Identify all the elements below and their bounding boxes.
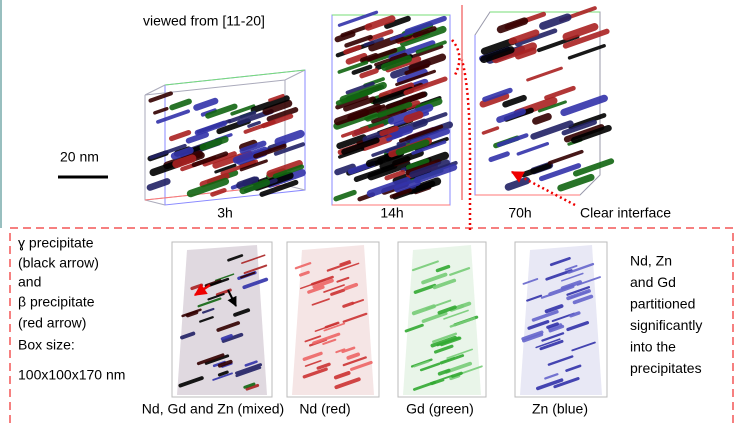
note: and xyxy=(18,274,41,290)
precipitate xyxy=(278,134,300,142)
precipitate xyxy=(546,88,573,97)
note: significantly xyxy=(630,317,702,333)
note: Box size: xyxy=(18,337,75,353)
connector xyxy=(452,40,470,230)
precipitate xyxy=(505,98,523,104)
precipitate xyxy=(176,158,192,164)
precipitate xyxy=(212,190,224,194)
precipitate xyxy=(197,101,216,107)
precipitate xyxy=(570,46,605,58)
precipitate xyxy=(338,34,353,39)
precipitate xyxy=(362,71,376,76)
time-label: 3h xyxy=(217,205,233,221)
precipitate xyxy=(543,17,568,26)
element-maps xyxy=(172,242,607,397)
precipitate xyxy=(407,115,419,119)
scale-label: 20 nm xyxy=(60,149,99,165)
precipitate xyxy=(561,177,591,188)
precipitate xyxy=(189,135,206,141)
precipitates xyxy=(150,8,611,199)
precipitate xyxy=(483,128,497,133)
note: ɣ precipitate xyxy=(18,235,94,251)
note: partitioned xyxy=(630,296,695,312)
precipitate xyxy=(203,139,225,147)
precipitate xyxy=(158,111,188,122)
precipitate xyxy=(405,95,423,101)
map-volume xyxy=(292,245,374,395)
note: (red arrow) xyxy=(18,315,86,331)
precipitate xyxy=(518,144,547,154)
note: 100x100x170 nm xyxy=(18,367,125,383)
precipitate xyxy=(499,112,522,120)
panel-label: Zn (blue) xyxy=(532,401,588,417)
precipitate xyxy=(536,117,548,121)
panel-label: Gd (green) xyxy=(406,401,474,417)
note: and Gd xyxy=(630,274,676,290)
precipitate xyxy=(491,154,507,160)
precipitate xyxy=(576,161,611,173)
precipitate xyxy=(499,135,526,145)
panel-label: Nd (red) xyxy=(299,401,350,417)
detail-region xyxy=(10,228,733,426)
precipitate xyxy=(528,68,562,80)
note: precipitates xyxy=(630,360,702,376)
time-label: 70h xyxy=(508,205,531,221)
note: into the xyxy=(630,339,676,355)
precipitate xyxy=(564,98,604,112)
annotation: Clear interface xyxy=(580,205,671,221)
precipitate xyxy=(346,47,360,52)
panel-label: Nd, Gd and Zn (mixed) xyxy=(142,401,284,417)
note: (black arrow) xyxy=(18,255,99,271)
precipitate xyxy=(550,152,582,163)
view-label: viewed from [11-20] xyxy=(143,13,265,29)
time-label: 14h xyxy=(380,205,403,221)
precipitate xyxy=(172,133,189,139)
figure: viewed from [11-20] 20 nm 3h 14h 70h Cle… xyxy=(0,0,737,426)
precipitate xyxy=(501,21,525,29)
note: β precipitate xyxy=(18,294,95,310)
precipitate xyxy=(336,192,354,198)
precipitate xyxy=(508,181,526,187)
precipitate xyxy=(172,102,189,108)
note: Nd, Zn xyxy=(630,253,672,269)
